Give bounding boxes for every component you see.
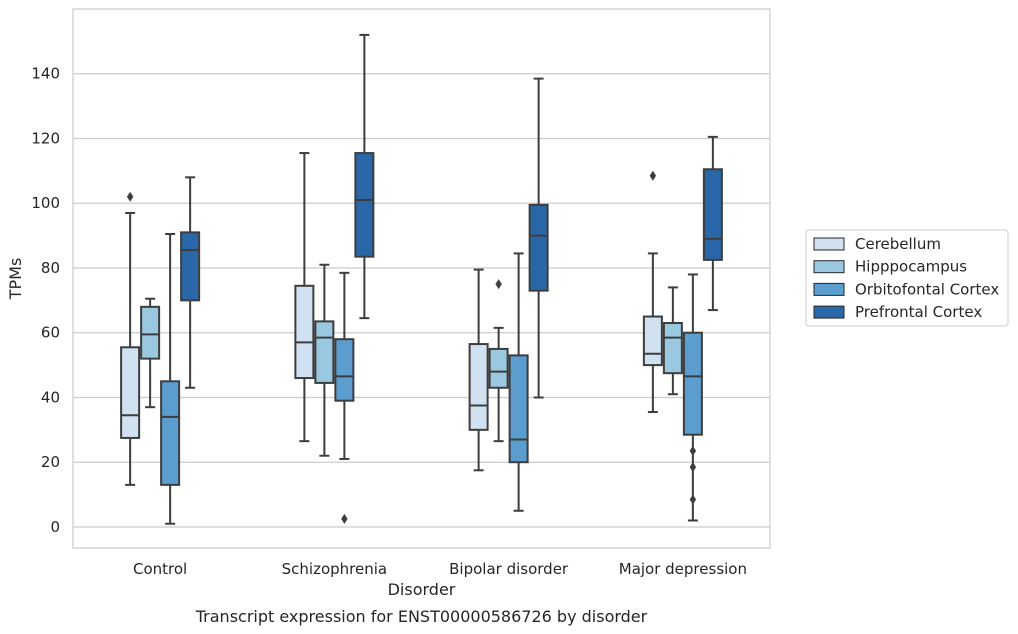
y-tick-label: 80 [41,259,60,277]
box-group [528,77,549,399]
legend-frame [805,229,1009,327]
x-tick-label: Schizophrenia [282,560,387,578]
y-tick-label: 20 [41,453,60,471]
x-tick-label: Major depression [619,560,747,578]
box-group [488,279,509,443]
x-tick-label: Control [133,560,187,578]
x-axis-label: Disorder [388,580,456,599]
box-group [662,286,683,396]
box-group [354,33,375,320]
box-group [334,271,355,524]
y-tick-label: 100 [31,194,60,212]
y-tick-label: 0 [50,518,60,536]
box-group [642,170,663,414]
outlier-marker [689,494,697,505]
iqr-box [528,203,549,292]
y-axis-label: TPMs [6,258,25,301]
box-group [140,297,161,409]
box-group [682,273,703,522]
x-tick-labels: Control Schizophrenia Bipolar disorder Majo… [133,560,747,578]
y-tick-labels: 0 20 40 60 80 100 120 140 [31,65,60,536]
iqr-box [468,343,489,431]
iqr-box [682,331,703,436]
chart-caption: Transcript expression for ENST0000058672… [195,607,648,626]
iqr-box [180,231,201,302]
iqr-box [314,320,335,384]
iqr-box [140,305,161,360]
y-tick-label: 140 [31,65,60,83]
y-tick-label: 40 [41,388,60,406]
outlier-marker [689,462,697,473]
boxes [120,33,723,525]
iqr-box [120,346,141,439]
legend-items: Cerebellum Hipppocampus Orbitofontal Corte… [813,235,999,321]
plot-frame [72,8,771,549]
legend-swatch [813,305,845,319]
iqr-box [642,315,663,367]
outlier-marker [341,513,348,524]
box-group [160,232,181,525]
box-group [702,135,723,312]
outlier-marker [689,445,697,456]
iqr-box [334,338,355,402]
legend-label: Prefrontal Cortex [855,303,982,321]
legend: Cerebellum Hipppocampus Orbitofontal Corte… [805,229,1009,327]
legend-label: Orbitofontal Cortex [855,280,999,298]
legend-label: Hipppocampus [855,258,967,276]
y-tick-label: 120 [31,129,60,147]
legend-swatch [813,237,845,251]
iqr-box [294,284,315,380]
legend-label: Cerebellum [855,235,941,253]
legend-swatch [813,282,845,296]
box-group [468,268,489,472]
iqr-box [508,354,529,464]
outlier-marker [649,170,657,181]
box-group [294,152,315,443]
box-group [314,263,335,457]
y-tick-label: 60 [41,324,60,342]
iqr-box [702,168,723,261]
iqr-box [488,347,509,389]
box-group [508,252,529,512]
box-group [120,191,141,486]
iqr-box [662,322,683,375]
legend-swatch [813,260,845,274]
iqr-box [160,380,181,486]
x-tick-label: Bipolar disorder [449,560,569,578]
outlier-marker [495,279,502,290]
outlier-marker [126,191,134,202]
box-group [180,176,201,389]
iqr-box [354,152,375,258]
